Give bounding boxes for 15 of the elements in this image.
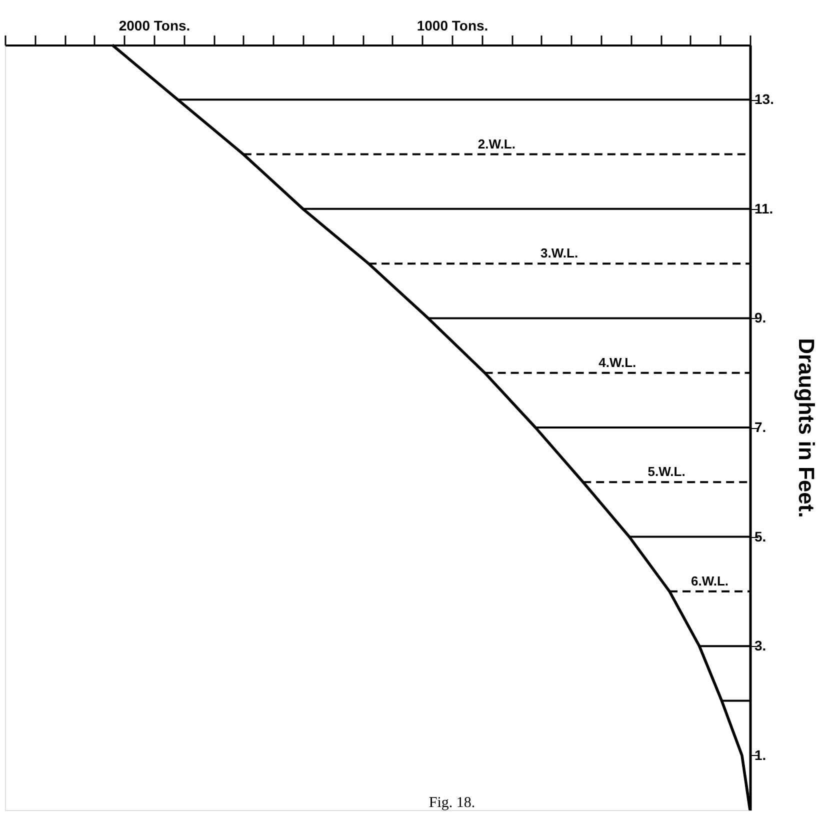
x-tick-label: 2000 Tons. [118, 18, 190, 34]
annotation: 6.W.L. [690, 573, 729, 588]
y-tick-label: 1. [754, 746, 766, 763]
annotation: 3.W.L. [540, 246, 578, 261]
y-tick-label: 5. [754, 528, 766, 544]
y-tick-label: 7. [754, 419, 766, 435]
x-tick-label: 1000 Tons. [416, 18, 488, 34]
annotation: 2.W.L. [478, 136, 516, 152]
annotation: Fig. 18. [428, 795, 476, 811]
y-axis-title: Draughts in Feet. [794, 338, 819, 518]
y-tick-label: 13. [754, 91, 774, 108]
annotation: 4.W.L. [598, 354, 636, 370]
y-tick-label: 3. [754, 638, 766, 654]
annotation: 5.W.L. [648, 464, 686, 480]
y-tick-label: 11. [754, 200, 774, 216]
